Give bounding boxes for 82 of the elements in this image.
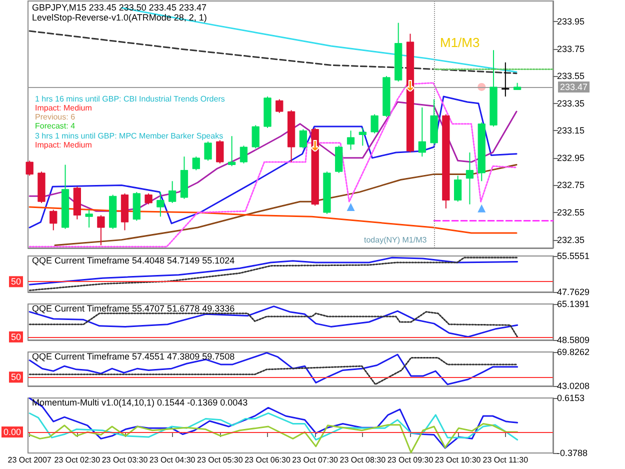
candlestick: [358, 127, 366, 146]
candlestick: [192, 156, 200, 171]
y-tick-label: 233.15: [557, 126, 585, 136]
candlestick: [240, 145, 248, 164]
x-tick-label: 23 Oct 03:30: [102, 456, 148, 464]
y-tick-label: 55.5551: [557, 251, 590, 261]
ref-line-label: 233.47: [560, 82, 588, 92]
y-tick-label: 0.6153: [557, 393, 585, 403]
candlestick: [50, 209, 58, 231]
x-tick-label: 23 Oct 10:30: [434, 456, 482, 464]
x-tick-label: 23 Oct 08:30: [340, 456, 386, 464]
y-tick-label: 232.35: [557, 234, 585, 245]
x-tick-label: 23 Oct 09:30: [387, 456, 434, 464]
ref-line-label: 50: [10, 332, 21, 342]
point: [478, 204, 486, 212]
candlestick: [26, 160, 34, 176]
candlestick: [144, 192, 152, 205]
line-series: [28, 30, 518, 74]
candlestick: [168, 180, 176, 204]
annotation: ↓: [404, 79, 416, 94]
annotation: M1/M3: [440, 35, 480, 50]
annotation: Forecast: 4: [35, 122, 76, 130]
line-series: [28, 412, 518, 441]
annotation: 1 hrs 16 mins until GBP: CBI Industrial Trends Orders: [35, 94, 225, 104]
ref-line-label: 0.00: [3, 427, 21, 438]
x-tick-label: 23 Oct 2007: [8, 456, 52, 464]
y-tick-label: 43.0208: [557, 381, 590, 391]
line-series: [28, 82, 518, 248]
annotation: ↓: [310, 140, 321, 155]
candlestick: [156, 192, 164, 218]
line-series: [28, 256, 518, 292]
candlestick: [204, 141, 212, 162]
candlestick: [299, 128, 308, 149]
y-tick-label: 65.1391: [557, 299, 590, 309]
x-tick-label: 23 Oct 02:30: [54, 456, 101, 464]
line-series: [54, 164, 518, 246]
ref-line-label: 50: [10, 276, 21, 287]
candlestick: [97, 214, 105, 246]
line-series: [28, 306, 518, 338]
annotation: Impact: Medium: [35, 140, 92, 150]
annotation: today(NY) M1/M3: [364, 236, 428, 244]
candlestick: [370, 114, 378, 134]
x-tick-label: 23 Oct 05:30: [197, 456, 244, 464]
chart-title: QQE Current Timeframe 54.4048 54.7149 55.1024: [32, 256, 235, 266]
candlestick: [418, 106, 426, 158]
annotation: 3 hrs 1 mins until GBP: MPC Member Barker Speaks: [35, 132, 224, 140]
x-tick-label: 23 Oct 07:30: [292, 456, 339, 464]
candlestick: [228, 136, 236, 167]
chart-title: QQE Current Timeframe 57.4551 47.3809 59.7508: [32, 352, 235, 362]
line-series: [28, 422, 518, 454]
y-tick-label: 47.7629: [557, 287, 590, 297]
candlestick: [216, 140, 224, 164]
candlestick: [466, 152, 474, 205]
line-series: [28, 96, 518, 228]
annotation: Impact: Medium: [35, 104, 92, 112]
x-tick-label: 23 Oct 04:30: [149, 456, 196, 464]
y-tick-label: 233.95: [557, 16, 585, 26]
y-tick-label: 233.75: [557, 44, 585, 54]
y-tick-label: 232.95: [557, 152, 585, 163]
y-tick-label: 48.5809: [557, 335, 590, 345]
y-tick-label: 233.55: [557, 71, 585, 82]
candlestick: [454, 175, 462, 202]
ref-line-label: 50: [10, 372, 21, 382]
annotation: Previous: 6: [35, 112, 76, 122]
y-tick-label: -0.3788: [557, 448, 588, 458]
point: [346, 203, 355, 212]
y-tick-label: 232.75: [557, 180, 585, 190]
x-tick-label: 23 Oct 06:30: [244, 456, 291, 464]
candlestick: [346, 130, 355, 150]
x-tick-label: 23 Oct 11:30: [482, 456, 529, 464]
chart-title: GBPJPY,M15 233.45 233.50 233.45 233.47: [32, 2, 206, 12]
line-series: [28, 206, 518, 234]
y-tick-label: 232.55: [557, 208, 585, 218]
candlestick: [276, 98, 284, 114]
line-series: [28, 256, 518, 286]
candlestick: [252, 124, 260, 149]
candlestick: [85, 209, 93, 228]
candlestick: [502, 62, 510, 98]
y-tick-label: 233.35: [557, 98, 585, 108]
y-tick-label: 69.8262: [557, 347, 590, 357]
line-series: [28, 398, 518, 449]
chart-title: QQE Current Timeframe 55.4707 51.6778 49.3336: [32, 304, 235, 314]
